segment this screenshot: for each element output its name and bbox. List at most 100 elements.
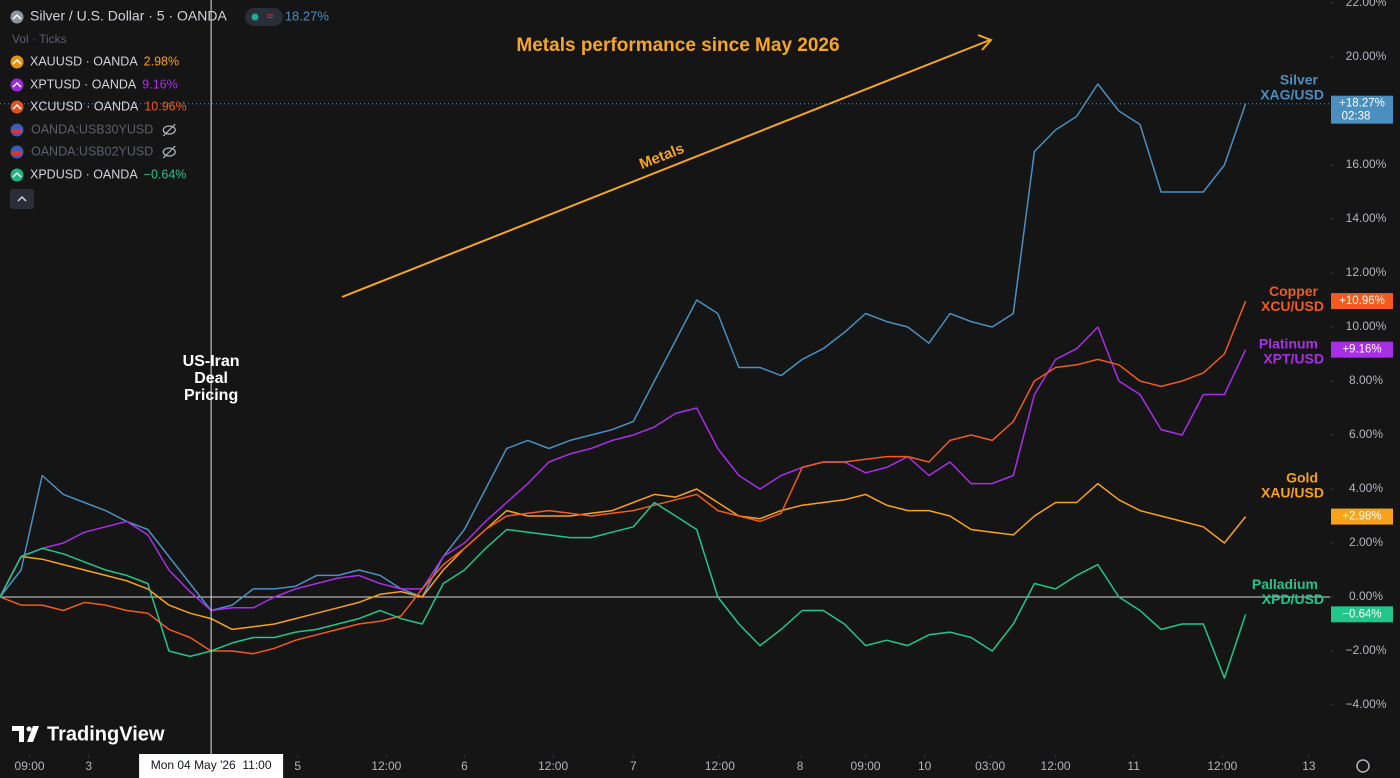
- price-tag-label: −0.64%: [1342, 608, 1381, 620]
- series-name: Silver: [1280, 71, 1319, 87]
- y-tick-label: 16.00%: [1346, 157, 1387, 171]
- hidden-legend-label: OANDA:USB02YUSD: [31, 144, 153, 158]
- series-line: [0, 326, 1247, 612]
- price-tag: [1331, 341, 1393, 358]
- event-label: Pricing: [184, 387, 238, 404]
- y-tick-label: 0.00%: [1349, 589, 1383, 603]
- y-tick-label: 22.00%: [1346, 0, 1387, 9]
- crosshair-label: Mon 04 May '26 11:00: [151, 758, 272, 772]
- tradingview-logo: TradingView: [12, 723, 165, 745]
- volume-legend: Vol · Ticks: [12, 32, 67, 46]
- trend-arrow: [341, 39, 991, 298]
- crosshair-label-box: [139, 754, 284, 778]
- legend-change: 18.27%: [285, 8, 330, 23]
- legend-icon: [10, 168, 24, 182]
- x-tick-label: 09:00: [851, 759, 881, 773]
- legend-flag-stripes: [12, 129, 22, 133]
- x-tick-label: 12:00: [1207, 759, 1237, 773]
- series-symbol: XPD/USD: [1262, 591, 1324, 607]
- series-name: Palladium: [1252, 576, 1318, 592]
- legend-label: XCUUSD · OANDA: [30, 99, 139, 113]
- price-tag-label: +18.27%: [1339, 98, 1385, 110]
- x-tick-label: 11: [1127, 759, 1140, 773]
- series-name: Gold: [1286, 469, 1318, 485]
- arrow-head: [977, 34, 993, 51]
- y-tick-label: 6.00%: [1349, 427, 1383, 441]
- price-tag-label: +9.16%: [1342, 344, 1381, 356]
- series-name: Platinum: [1259, 335, 1318, 351]
- status-dot: [251, 13, 259, 21]
- series-line: [0, 501, 1247, 679]
- legend-icon: [10, 100, 24, 114]
- settings-icon[interactable]: [1356, 759, 1370, 773]
- eye-off-slash: [162, 123, 176, 137]
- legend-change: 9.16%: [142, 77, 177, 91]
- y-tick-label: 2.00%: [1349, 535, 1383, 549]
- collapse-icon: [17, 195, 27, 202]
- x-tick-label: 12:00: [1041, 759, 1071, 773]
- series-line: [0, 300, 1247, 655]
- y-tick-label: −2.00%: [1345, 643, 1386, 657]
- legend-icon: [10, 78, 24, 92]
- legend-icon-glyph: [12, 81, 22, 88]
- legend-change: −0.64%: [144, 167, 187, 181]
- x-tick-label: 03:00: [975, 759, 1005, 773]
- price-tag: [1331, 508, 1393, 525]
- price-tag-label: +2.98%: [1342, 511, 1381, 523]
- legend-icon: [10, 10, 24, 24]
- x-tick-label: 12:00: [538, 759, 568, 773]
- legend-change: 10.96%: [144, 99, 186, 113]
- price-tag-label: +10.96%: [1339, 295, 1385, 307]
- legend-icon-glyph: [12, 171, 22, 178]
- series-symbol: XPT/USD: [1263, 350, 1324, 366]
- eye-off-slash: [162, 145, 176, 159]
- price-tag-time: 02:38: [1342, 111, 1371, 123]
- legend-icon-glyph: [12, 13, 22, 20]
- logo-icon: [12, 726, 39, 742]
- series-line: [0, 83, 1247, 612]
- x-tick-label: 13: [1302, 759, 1316, 773]
- event-label: Deal: [194, 370, 228, 387]
- series-symbol: XAU/USD: [1261, 484, 1324, 500]
- legend-label: XPDUSD · OANDA: [30, 167, 138, 181]
- status-pill[interactable]: [245, 8, 283, 26]
- x-tick-label: 7: [630, 759, 637, 773]
- series-symbol: XAG/USD: [1260, 86, 1324, 102]
- x-tick-label: 8: [797, 759, 804, 773]
- legend-icon-glyph: [12, 58, 22, 65]
- x-tick-label: 12:00: [371, 759, 401, 773]
- collapse-button[interactable]: [10, 189, 34, 209]
- price-tag: [1331, 293, 1393, 310]
- series-line: [0, 482, 1247, 631]
- x-tick-label: 3: [85, 759, 92, 773]
- legend-icon-glyph: [12, 103, 22, 110]
- legend-icon: [10, 55, 24, 69]
- x-tick-label: 5: [294, 759, 301, 773]
- legend-label: XPTUSD · OANDA: [30, 77, 137, 91]
- y-tick-label: 12.00%: [1346, 265, 1387, 279]
- legend-label: XAUUSD · OANDA: [30, 54, 138, 68]
- x-tick-label: 10: [918, 759, 932, 773]
- y-tick-label: 14.00%: [1346, 211, 1387, 225]
- legend-change: 2.98%: [144, 54, 179, 68]
- x-tick-label: 12:00: [705, 759, 735, 773]
- legend-flag-stripes: [12, 151, 22, 155]
- price-tag: [1331, 95, 1393, 124]
- chart-title: Metals performance since May 2026: [516, 35, 839, 56]
- series-name: Copper: [1269, 283, 1319, 299]
- y-tick-label: −4.00%: [1345, 697, 1386, 711]
- eye-off-icon: [162, 147, 176, 157]
- eye-off-icon: [162, 125, 176, 135]
- logo-dot: [26, 726, 32, 732]
- x-tick-label: 6: [461, 759, 468, 773]
- status-icon: ≈: [267, 9, 274, 23]
- event-label: US-Iran: [183, 353, 240, 370]
- trend-label: Metals: [637, 140, 687, 173]
- series-symbol: XCU/USD: [1261, 298, 1324, 314]
- price-tag: [1331, 606, 1393, 623]
- x-tick-label: 09:00: [15, 759, 45, 773]
- y-tick-label: 8.00%: [1349, 373, 1383, 387]
- brand: TradingView: [47, 723, 165, 745]
- legend-label: Silver / U.S. Dollar · 5 · OANDA: [30, 8, 227, 24]
